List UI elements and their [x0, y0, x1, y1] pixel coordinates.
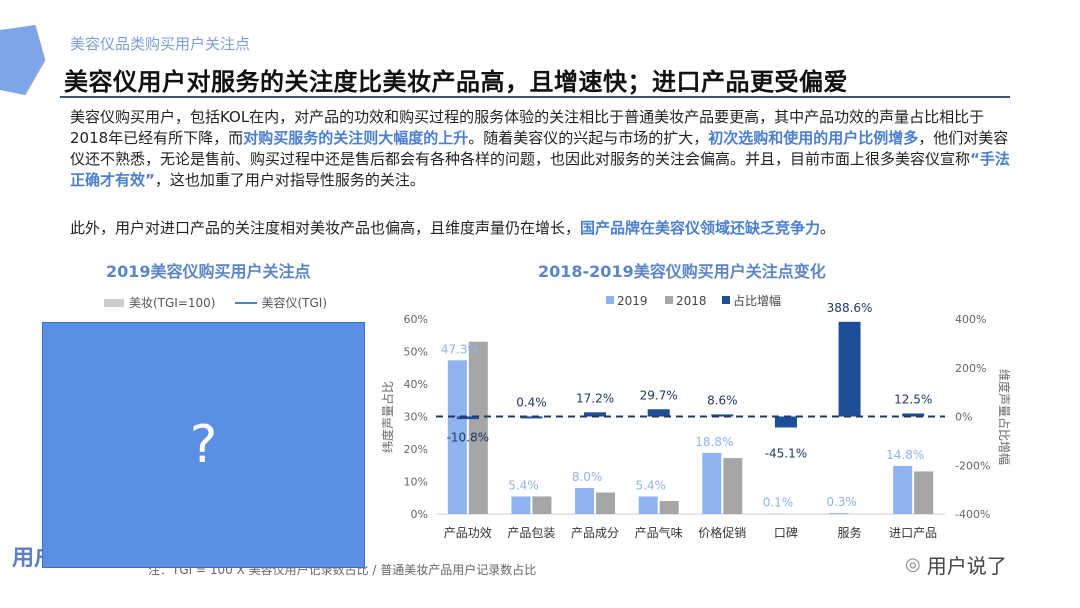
legend-label: 美妆(TGI=100) — [129, 296, 216, 310]
bar-2019 — [893, 465, 913, 514]
label-2019: 0.1% — [763, 496, 794, 510]
left-chart-title: 2019美容仪购买用户关注点 — [106, 262, 311, 281]
y2-tick-label: 0% — [955, 411, 972, 424]
label-growth: 0.4% — [516, 395, 547, 409]
paragraph-1: 美容仪购买用户，包括KOL在内，对产品的功效和购买过程的服务体验的关注相比于普通… — [70, 108, 1010, 189]
label-growth: 388.6% — [827, 301, 873, 315]
x-tick-label: 产品包装 — [507, 526, 555, 540]
legend-label: 2019 — [617, 294, 648, 308]
legend-label: 美容仪(TGI) — [261, 296, 328, 310]
y2-axis-label: 维度声量占比增幅 — [997, 369, 1012, 465]
page-title: 美容仪用户对服务的关注度比美妆产品高，且增速快；进口产品更受偏爱 — [64, 68, 848, 96]
bar-growth — [838, 321, 861, 417]
x-tick-label: 服务 — [838, 525, 862, 540]
label-growth: -10.8% — [447, 431, 489, 445]
bar-growth — [647, 409, 670, 417]
bar-2019 — [511, 496, 531, 514]
bar-2018 — [723, 458, 743, 514]
brand-logo-right: ◎ 用户说了 — [905, 550, 1007, 579]
y-tick-label: 40% — [404, 378, 428, 391]
legend-label: 占比增幅 — [733, 293, 781, 308]
x-tick-label: 产品功效 — [444, 525, 492, 540]
label-2019: 5.4% — [635, 478, 666, 492]
legend-swatch-gray — [104, 298, 124, 307]
logo-text: 用户说了 — [926, 554, 1007, 578]
bar-2018 — [914, 471, 934, 514]
label-2019: 47.3% — [441, 342, 479, 356]
label-2019: 14.8% — [886, 448, 924, 462]
y2-tick-label: 200% — [955, 362, 986, 375]
y-axis-label: 纬度声量占比 — [380, 381, 395, 453]
legend-line-blue — [234, 301, 257, 304]
right-chart-title: 2018-2019美容仪购买用户关注点变化 — [538, 262, 826, 281]
title-underline — [60, 96, 1010, 98]
label-2019: 18.8% — [695, 435, 733, 449]
legend-swatch — [665, 296, 673, 304]
bar-2019 — [702, 452, 722, 514]
label-growth: 17.2% — [576, 391, 614, 405]
y-tick-label: 10% — [404, 476, 428, 489]
y-tick-label: 50% — [404, 346, 428, 359]
legend-swatch — [722, 296, 730, 304]
corner-decoration — [0, 25, 46, 96]
legend-label: 2018 — [676, 294, 707, 308]
x-tick-label: 产品成分 — [571, 526, 619, 540]
y-tick-label: 60% — [404, 313, 428, 326]
y-tick-label: 20% — [404, 443, 428, 456]
label-growth: 29.7% — [640, 388, 678, 402]
x-tick-label: 进口产品 — [889, 526, 937, 540]
x-tick-label: 价格促销 — [698, 525, 746, 540]
image-placeholder: ? — [42, 322, 365, 568]
section-subtitle: 美容仪品类购买用户关注点 — [70, 35, 251, 53]
y-tick-label: 0% — [411, 508, 428, 521]
bar-2018 — [468, 341, 488, 514]
bar-growth — [711, 414, 734, 417]
label-growth: 8.6% — [707, 393, 738, 407]
paragraph-2: 此外，用户对进口产品的关注度相对美妆产品也偏高，且维度声量仍在增长，国产品牌在美… — [70, 219, 836, 237]
bar-2019 — [575, 488, 595, 514]
label-growth: -45.1% — [765, 446, 807, 460]
bar-growth — [456, 416, 479, 420]
legend-swatch — [606, 296, 614, 304]
y2-tick-label: -200% — [955, 459, 990, 472]
bar-growth — [520, 416, 543, 419]
bar-growth — [902, 413, 925, 417]
bar-2018 — [659, 501, 679, 514]
left-chart-legend: 美妆(TGI=100) 美容仪(TGI) — [104, 294, 327, 311]
bar-growth — [774, 416, 797, 428]
wechat-icon: ◎ — [905, 554, 921, 575]
bar-2019 — [638, 496, 658, 514]
label-growth: 12.5% — [894, 392, 932, 406]
bar-2019 — [829, 513, 849, 514]
bar-2018 — [532, 496, 552, 514]
label-2019: 5.4% — [508, 478, 539, 492]
x-tick-label: 产品气味 — [635, 525, 683, 540]
y-tick-label: 30% — [404, 411, 428, 424]
x-tick-label: 口碑 — [774, 525, 798, 540]
y2-tick-label: -400% — [955, 508, 990, 521]
bar-2019 — [447, 360, 467, 514]
bar-2018 — [596, 492, 616, 514]
label-2019: 0.3% — [826, 495, 857, 509]
label-2019: 8.0% — [572, 470, 603, 484]
y2-tick-label: 400% — [955, 313, 986, 326]
bar-growth — [584, 412, 607, 417]
